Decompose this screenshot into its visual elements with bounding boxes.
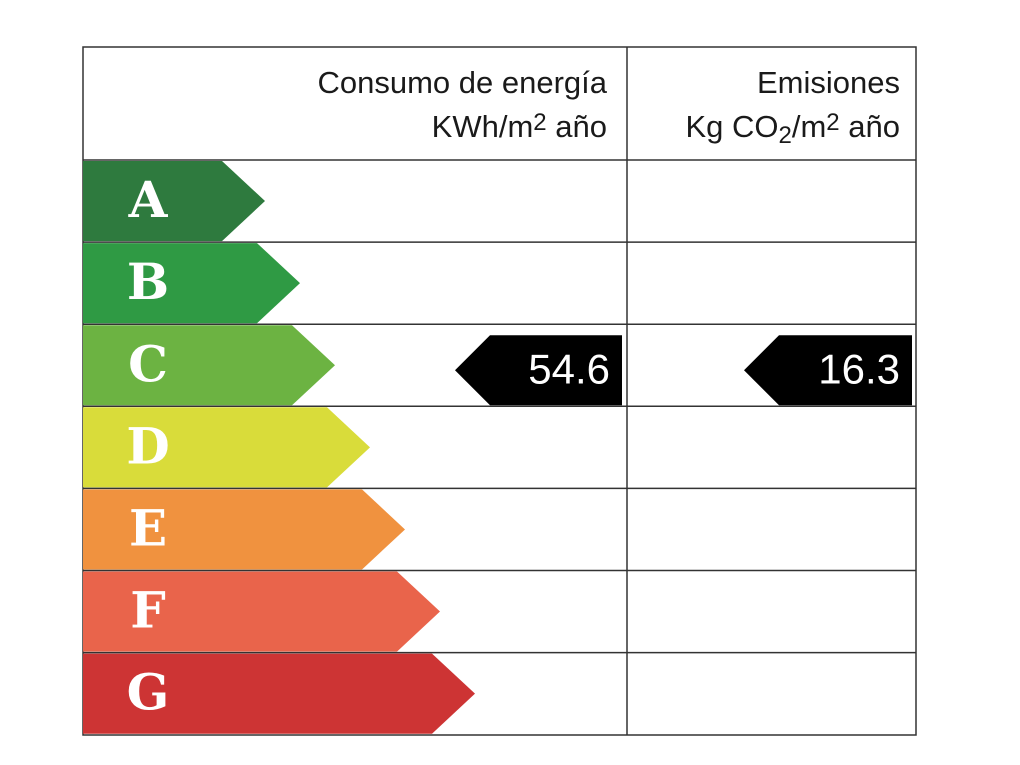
rating-arrow: [83, 161, 265, 242]
energy-value: 54.6: [528, 345, 610, 392]
unit-text: año: [547, 109, 607, 144]
rating-letter: B: [127, 252, 169, 311]
rating-letter: G: [127, 663, 170, 722]
rating-letter: C: [128, 334, 168, 393]
rating-arrow: [83, 653, 475, 734]
unit-index: 2: [826, 109, 839, 136]
value-arrow: [744, 335, 912, 406]
unit-text: año: [840, 109, 900, 144]
unit-text: Kg CO: [685, 109, 778, 144]
energy-unit: KWh/m2 año: [432, 109, 607, 144]
energy-header: Consumo de energía: [317, 65, 607, 100]
rating-arrow: [83, 571, 440, 652]
rating-letter: E: [129, 498, 167, 557]
rating-arrow: [83, 489, 405, 570]
value-arrow: [455, 335, 622, 406]
unit-text: /m: [792, 109, 826, 144]
rating-letter: A: [128, 170, 169, 229]
unit-index: 2: [779, 122, 792, 149]
rating-arrow: [83, 407, 370, 488]
rating-letter: D: [126, 416, 169, 475]
emissions-value: 16.3: [818, 345, 900, 392]
unit-text: KWh/m: [432, 109, 534, 144]
rating-letter: F: [130, 581, 166, 640]
rating-arrow: [83, 325, 335, 406]
emissions-unit: Kg CO2/m2 año: [685, 109, 900, 149]
rating-arrow: [83, 243, 300, 324]
emissions-header: Emisiones: [757, 65, 900, 100]
unit-index: 2: [533, 109, 546, 136]
